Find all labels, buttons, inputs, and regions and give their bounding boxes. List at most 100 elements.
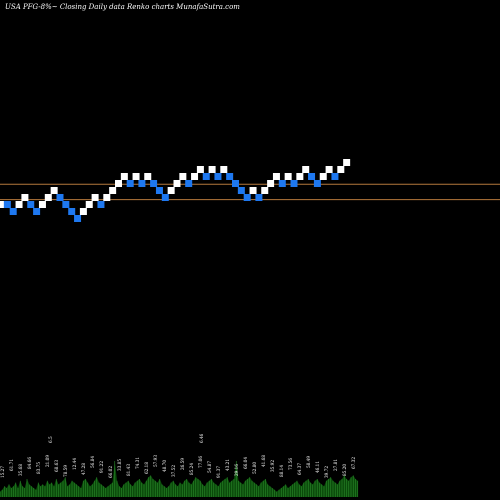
renko-brick-up — [79, 208, 87, 215]
renko-brick-up — [144, 173, 152, 180]
volume-value-label: 41.68 — [261, 455, 266, 467]
renko-brick-up — [0, 201, 5, 208]
volume-value-label: 62.18 — [144, 462, 149, 474]
volume-value-label: 47.28 — [81, 463, 86, 475]
renko-brick-up — [21, 194, 29, 201]
volume-value-label: 68.63 — [54, 460, 59, 472]
renko-brick-up — [38, 201, 46, 208]
volume-value-label: 54.87 — [207, 461, 212, 473]
volume-labels: 15.27 61.71 35.68 84.66 83.75 21.09 68.63 78.59… — [0, 433, 356, 478]
renko-brick-up — [173, 180, 181, 187]
volume-peak-label: 6.5 — [48, 436, 53, 443]
volume-value-label: 29.16 — [234, 464, 239, 476]
renko-brick-up — [272, 173, 280, 180]
renko-brick-down — [243, 194, 251, 201]
renko-brick-up — [15, 201, 23, 208]
renko-brick-down — [232, 180, 239, 187]
volume-value-label: 66.04 — [243, 457, 248, 469]
renko-brick-up — [319, 173, 327, 180]
renko-brick-up — [103, 194, 111, 201]
volume-value-label: 73.56 — [288, 458, 293, 470]
renko-bricks — [0, 159, 351, 222]
renko-brick-up — [167, 187, 175, 194]
volume-value-label: 37.52 — [171, 465, 176, 477]
renko-brick-down — [62, 201, 70, 208]
volume-value-label: 91.37 — [216, 466, 221, 478]
renko-brick-down — [33, 208, 41, 215]
volume-value-label: 33.85 — [117, 459, 122, 471]
renko-brick-down — [237, 187, 245, 194]
volume-value-label: 43.21 — [225, 459, 230, 471]
renko-brick-up — [249, 187, 257, 194]
volume-value-label: 67.32 — [351, 457, 356, 469]
volume-value-label: 83.75 — [36, 462, 41, 474]
renko-brick-down — [290, 180, 298, 187]
renko-brick-up — [120, 173, 128, 180]
volume-value-label: 57.93 — [153, 455, 158, 467]
volume-value-label: 58.49 — [306, 456, 311, 468]
renko-brick-up — [261, 187, 269, 194]
volume-value-label: 61.71 — [9, 459, 14, 471]
volume-area — [0, 461, 358, 497]
renko-brick-down — [138, 180, 146, 187]
renko-brick-down — [185, 180, 193, 187]
renko-brick-up — [109, 187, 117, 194]
volume-value-label: 66.02 — [108, 466, 113, 478]
volume-value-label: 77.06 — [198, 456, 203, 468]
renko-brick-down — [331, 173, 339, 180]
volume-value-label: 35.68 — [18, 464, 23, 476]
renko-brick-up — [337, 166, 345, 173]
volume-value-label: 26.59 — [180, 458, 185, 470]
renko-brick-down — [214, 173, 222, 180]
volume-value-label: 91.22 — [99, 461, 104, 473]
renko-brick-down — [226, 173, 234, 180]
volume-panel — [0, 461, 359, 497]
volume-value-label: 85.24 — [189, 463, 194, 475]
volume-value-label: 78.59 — [63, 465, 68, 477]
renko-brick-down — [150, 180, 158, 187]
renko-brick-up — [115, 180, 122, 187]
renko-brick-up — [284, 173, 292, 180]
renko-brick-up — [208, 166, 216, 173]
renko-brick-down — [3, 201, 11, 208]
renko-brick-down — [278, 180, 286, 187]
volume-value-label: 21.09 — [45, 455, 50, 467]
renko-brick-down — [9, 208, 17, 215]
renko-brick-down — [126, 180, 134, 187]
renko-brick-up — [91, 194, 99, 201]
renko-brick-up — [267, 180, 275, 187]
renko-brick-up — [343, 159, 351, 166]
volume-value-label: 48.70 — [162, 460, 167, 472]
renko-brick-down — [68, 208, 76, 215]
renko-brick-up — [44, 194, 52, 201]
volume-value-label: 74.31 — [135, 457, 140, 469]
renko-brick-down — [74, 215, 82, 222]
renko-brick-up — [302, 166, 310, 173]
renko-brick-down — [308, 173, 316, 180]
renko-brick-down — [56, 194, 64, 201]
renko-brick-down — [255, 194, 263, 201]
renko-brick-down — [97, 201, 105, 208]
renko-brick-up — [220, 166, 228, 173]
volume-value-label: 12.44 — [72, 458, 77, 470]
renko-brick-down — [313, 180, 321, 187]
renko-brick-up — [296, 173, 304, 180]
volume-peak-label: 6.46 — [199, 433, 204, 443]
renko-brick-up — [179, 173, 187, 180]
renko-brick-down — [27, 201, 35, 208]
volume-value-label: 46.11 — [315, 461, 320, 473]
volume-value-label: 27.81 — [333, 459, 338, 471]
renko-brick-up — [50, 187, 58, 194]
volume-value-label: 81.43 — [126, 464, 131, 476]
renko-brick-up — [196, 166, 204, 173]
volume-value-label: 85.20 — [342, 464, 347, 476]
renko-brick-up — [132, 173, 140, 180]
volume-value-label: 15.27 — [0, 466, 5, 478]
renko-brick-up — [85, 201, 93, 208]
renko-brick-down — [161, 194, 169, 201]
renko-brick-up — [191, 173, 199, 180]
chart-title: USA PFG-8%~ Closing Daily data Renko cha… — [5, 3, 240, 11]
volume-value-label: 88.14 — [279, 465, 284, 477]
